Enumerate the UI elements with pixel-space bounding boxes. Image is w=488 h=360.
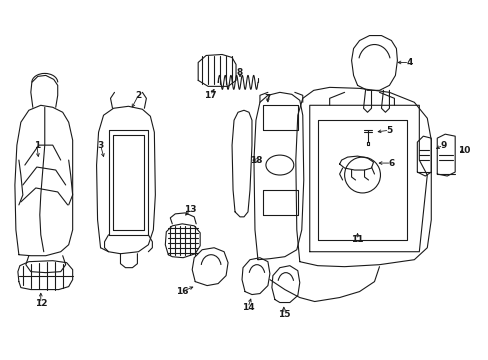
Text: 9: 9: [439, 141, 446, 150]
Text: 11: 11: [350, 235, 363, 244]
Text: 3: 3: [97, 141, 103, 150]
Text: 12: 12: [35, 299, 47, 308]
Text: 18: 18: [249, 156, 262, 165]
Text: 1: 1: [34, 141, 40, 150]
Text: 5: 5: [386, 126, 392, 135]
Text: 6: 6: [387, 158, 394, 167]
Text: 10: 10: [457, 145, 469, 154]
Text: 14: 14: [241, 303, 254, 312]
Text: 7: 7: [264, 94, 270, 103]
Text: 2: 2: [135, 91, 141, 100]
Text: 13: 13: [183, 206, 196, 215]
Text: 17: 17: [203, 91, 216, 100]
Text: 4: 4: [406, 58, 412, 67]
Text: 8: 8: [236, 68, 243, 77]
Text: 16: 16: [176, 287, 188, 296]
Text: 15: 15: [277, 310, 289, 319]
